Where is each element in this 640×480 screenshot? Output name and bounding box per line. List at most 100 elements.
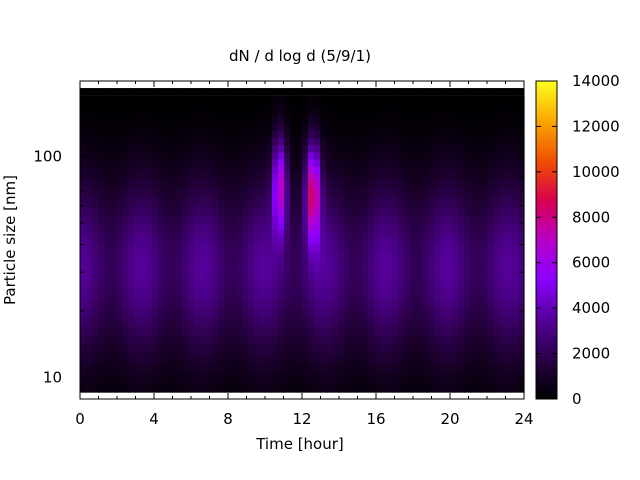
heatmap-cell bbox=[392, 335, 399, 344]
heatmap-cell bbox=[248, 137, 255, 146]
heatmap-cell bbox=[398, 328, 405, 337]
heatmap-cell bbox=[284, 194, 291, 202]
heatmap-cell bbox=[476, 194, 483, 202]
heatmap-cell bbox=[344, 243, 351, 252]
heatmap-cell bbox=[410, 229, 417, 238]
heatmap-cell bbox=[164, 123, 171, 132]
heatmap-cell bbox=[308, 356, 315, 365]
heatmap-cell bbox=[500, 257, 507, 266]
heatmap-cell bbox=[122, 377, 129, 386]
heatmap-cell bbox=[326, 250, 333, 259]
heatmap-cell bbox=[386, 300, 393, 308]
heatmap-cell bbox=[458, 229, 465, 238]
heatmap-cell bbox=[488, 285, 495, 294]
heatmap-cell bbox=[392, 95, 399, 103]
heatmap-cell bbox=[80, 130, 87, 139]
heatmap-cell bbox=[206, 215, 213, 223]
heatmap-cell bbox=[428, 102, 435, 110]
heatmap-cell bbox=[512, 208, 519, 216]
heatmap-cell bbox=[332, 356, 339, 365]
heatmap-cell bbox=[350, 278, 357, 287]
heatmap-cell bbox=[308, 384, 315, 393]
heatmap-cell bbox=[392, 172, 399, 181]
heatmap-cell bbox=[164, 215, 171, 223]
heatmap-cell bbox=[356, 328, 363, 337]
heatmap-cell bbox=[296, 179, 303, 188]
heatmap-cell bbox=[104, 342, 111, 351]
heatmap-cell bbox=[260, 172, 267, 181]
heatmap-cell bbox=[380, 250, 387, 259]
heatmap-cell bbox=[248, 172, 255, 181]
heatmap-cell bbox=[116, 264, 123, 273]
heatmap-cell bbox=[86, 307, 93, 315]
heatmap-cell bbox=[386, 271, 393, 280]
heatmap-cell bbox=[362, 243, 369, 252]
heatmap-cell bbox=[302, 342, 309, 351]
heatmap-cell bbox=[362, 208, 369, 216]
heatmap-cell bbox=[194, 102, 201, 110]
heatmap-cell bbox=[128, 278, 135, 287]
heatmap-cell bbox=[416, 130, 423, 139]
heatmap-cell bbox=[158, 278, 165, 287]
heatmap-cell bbox=[308, 194, 315, 202]
heatmap-cell bbox=[86, 116, 93, 124]
heatmap-cell bbox=[410, 307, 417, 315]
heatmap-cell bbox=[434, 201, 441, 209]
heatmap-cell bbox=[506, 300, 513, 308]
heatmap-cell bbox=[302, 377, 309, 386]
heatmap-cell bbox=[326, 342, 333, 351]
heatmap-cell bbox=[254, 144, 261, 153]
heatmap-cell bbox=[110, 130, 117, 139]
heatmap-cell bbox=[134, 377, 141, 386]
heatmap-cell bbox=[278, 236, 285, 245]
heatmap-cell bbox=[116, 314, 123, 322]
heatmap-cell bbox=[350, 356, 357, 365]
heatmap-cell bbox=[368, 151, 375, 160]
heatmap-cell bbox=[458, 314, 465, 322]
heatmap-cell bbox=[86, 321, 93, 330]
heatmap-cell bbox=[296, 356, 303, 365]
heatmap-cell bbox=[224, 165, 231, 174]
heatmap-cell bbox=[272, 151, 279, 160]
heatmap-cell bbox=[338, 363, 345, 372]
heatmap-cell bbox=[284, 377, 291, 386]
heatmap-cell bbox=[404, 335, 411, 344]
heatmap-cell bbox=[470, 328, 477, 337]
heatmap-cell bbox=[362, 130, 369, 139]
heatmap-cell bbox=[428, 257, 435, 266]
heatmap-cell bbox=[470, 172, 477, 181]
heatmap-cell bbox=[422, 102, 429, 110]
heatmap-cell bbox=[170, 194, 177, 202]
heatmap-cell bbox=[242, 158, 249, 167]
heatmap-cell bbox=[362, 307, 369, 315]
heatmap-cell bbox=[404, 342, 411, 351]
heatmap-cell bbox=[302, 257, 309, 266]
heatmap-cell bbox=[482, 109, 489, 117]
heatmap-cell bbox=[104, 236, 111, 245]
heatmap-cell bbox=[302, 130, 309, 139]
heatmap-cell bbox=[314, 356, 321, 365]
heatmap-cell bbox=[356, 278, 363, 287]
heatmap-cell bbox=[512, 130, 519, 139]
heatmap-cell bbox=[80, 342, 87, 351]
heatmap-cell bbox=[110, 321, 117, 330]
heatmap-cell bbox=[458, 271, 465, 280]
heatmap-cell bbox=[218, 328, 225, 337]
heatmap-cell bbox=[332, 116, 339, 124]
heatmap-cell bbox=[278, 243, 285, 252]
heatmap-cell bbox=[488, 165, 495, 174]
heatmap-cell bbox=[98, 137, 105, 146]
heatmap-cell bbox=[122, 370, 129, 379]
heatmap-cell bbox=[224, 229, 231, 238]
heatmap-cell bbox=[296, 328, 303, 337]
heatmap-cell bbox=[92, 172, 99, 181]
heatmap-cell bbox=[434, 278, 441, 287]
heatmap-cell bbox=[80, 335, 87, 344]
heatmap-cell bbox=[326, 293, 333, 301]
heatmap-cell bbox=[476, 335, 483, 344]
heatmap-cell bbox=[476, 271, 483, 280]
heatmap-cell bbox=[164, 186, 171, 195]
heatmap-cell bbox=[518, 243, 525, 252]
heatmap-cell bbox=[380, 335, 387, 344]
heatmap-cell bbox=[128, 243, 135, 252]
